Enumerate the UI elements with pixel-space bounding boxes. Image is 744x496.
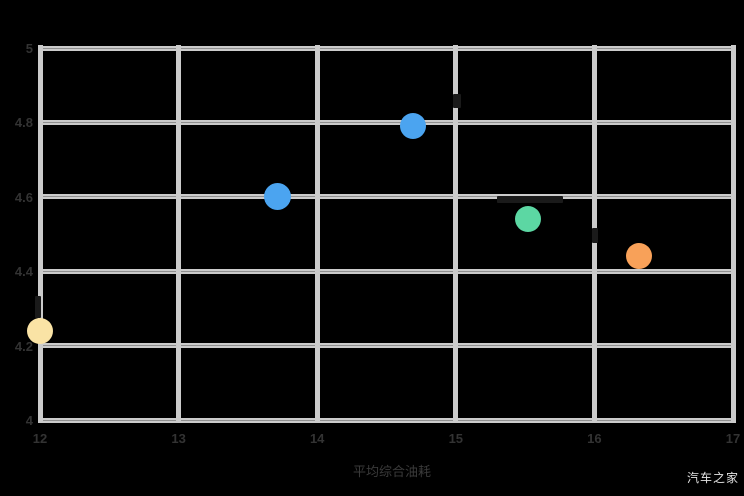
gridline-y-4.2 xyxy=(38,343,736,349)
hidden-label-mark-bubble-blue-right xyxy=(453,94,461,108)
gridline-y-5 xyxy=(38,45,736,51)
gridline-y-4.4 xyxy=(38,268,736,274)
bubble-cream[interactable] xyxy=(27,317,53,344)
hidden-label-mark-bubble-green xyxy=(497,196,563,203)
y-tick-label: 4.8 xyxy=(14,115,33,131)
x-axis-title: 平均综合油耗 xyxy=(352,464,431,479)
x-tick-label: 12 xyxy=(32,431,48,446)
watermark-autohome: 汽车之家 xyxy=(686,471,739,485)
gridline-x-14 xyxy=(314,45,320,423)
x-tick-label: 15 xyxy=(448,431,464,446)
x-tick-label: 17 xyxy=(725,431,741,446)
x-tick-label: 13 xyxy=(171,431,186,446)
bubble-orange[interactable] xyxy=(625,243,652,270)
gridline-y-4.6 xyxy=(38,194,736,200)
bubble-green[interactable] xyxy=(514,206,541,233)
y-tick-label: 4.2 xyxy=(14,338,33,354)
gridline-x-17 xyxy=(730,45,736,423)
y-tick-label: 4 xyxy=(25,413,33,428)
bubble-blue-left[interactable] xyxy=(263,183,291,211)
gridline-x-15 xyxy=(453,45,459,423)
y-tick-label: 5 xyxy=(25,41,33,56)
hidden-label-mark-bubble-cream xyxy=(35,296,41,318)
y-tick-label: 4.6 xyxy=(14,189,33,205)
x-tick-label: 14 xyxy=(309,431,325,446)
gridline-y-4 xyxy=(38,417,736,423)
hidden-label-mark-bubble-orange xyxy=(592,228,598,243)
gridline-x-13 xyxy=(176,45,182,423)
x-tick-label: 16 xyxy=(587,431,602,446)
gridline-y-4.8 xyxy=(38,119,736,125)
gridline-x-12 xyxy=(37,45,43,423)
y-tick-label: 4.4 xyxy=(14,264,33,280)
bubble-blue-right[interactable] xyxy=(399,113,426,140)
